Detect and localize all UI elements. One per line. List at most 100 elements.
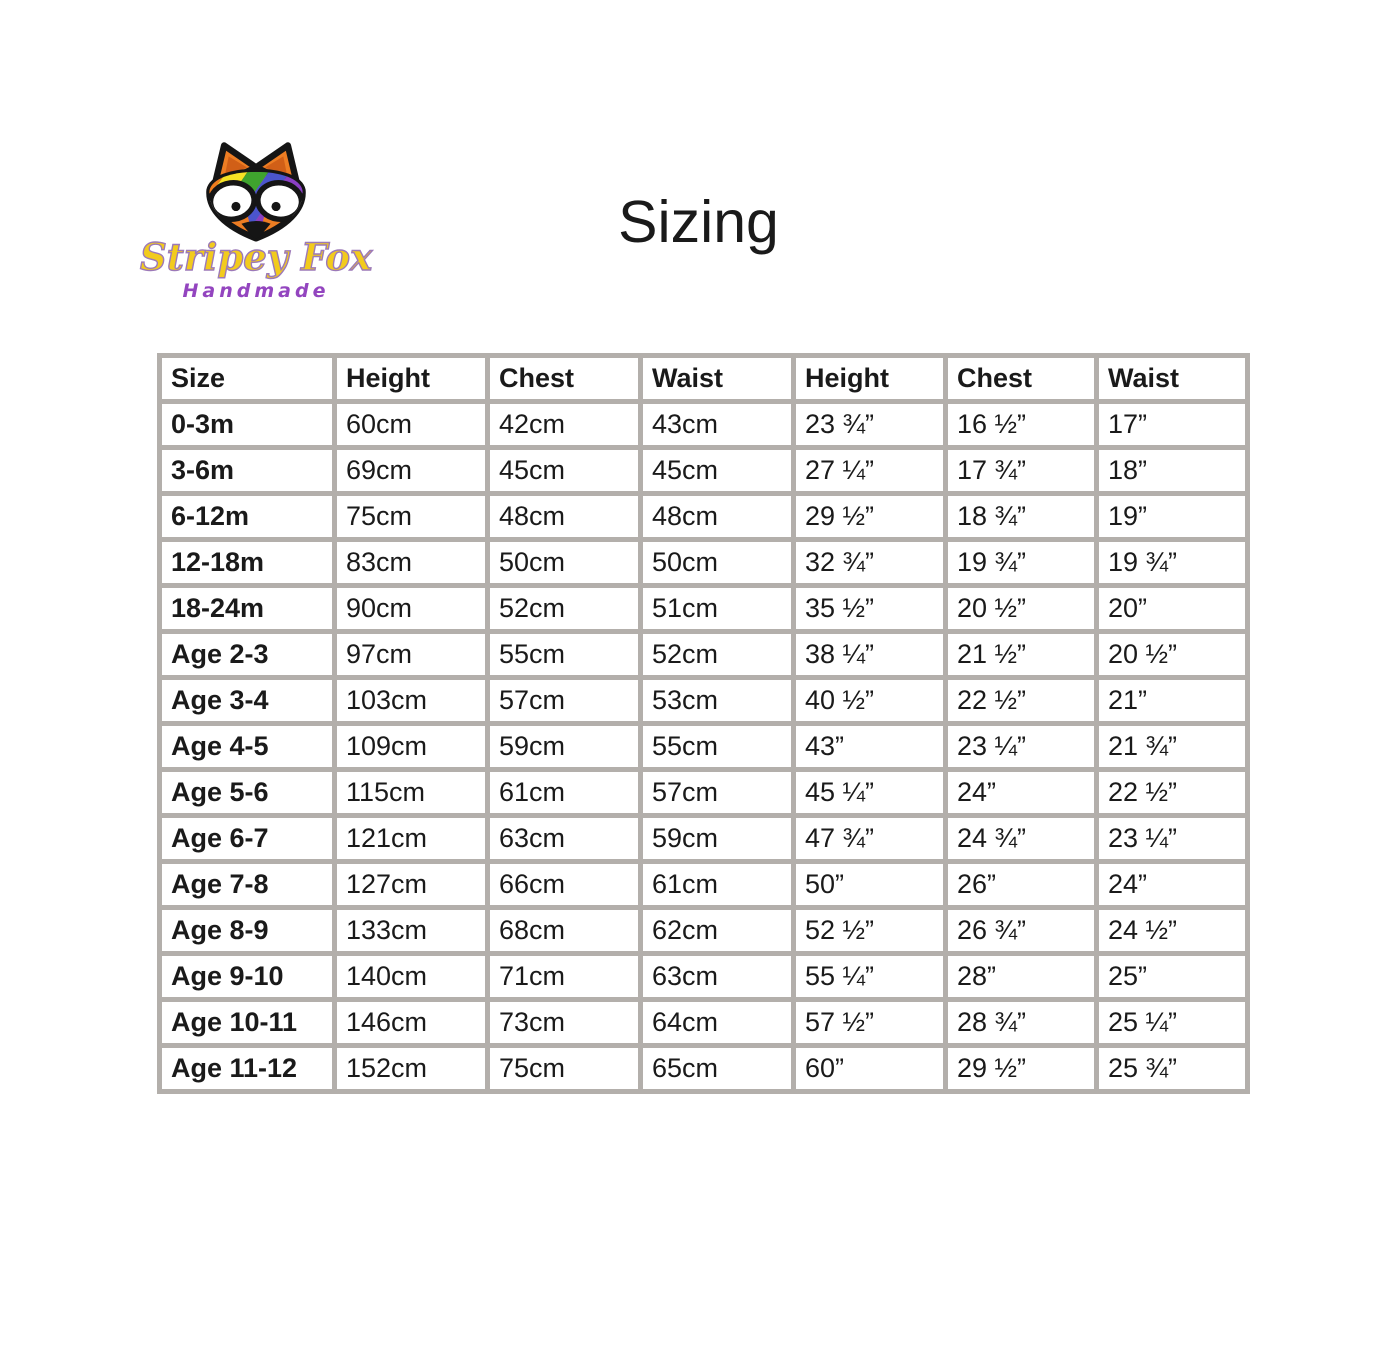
size-label-cell: Age 6-7 xyxy=(157,813,337,864)
measurement-cell: 69cm xyxy=(332,445,490,496)
size-label-cell: Age 5-6 xyxy=(157,767,337,818)
measurement-cell: 18 ¾” xyxy=(943,491,1099,542)
brand-tagline: Handmade xyxy=(182,279,330,302)
measurement-cell: 24” xyxy=(1094,859,1250,910)
measurement-cell: 24 ½” xyxy=(1094,905,1250,956)
measurement-cell: 59cm xyxy=(638,813,796,864)
measurement-cell: 140cm xyxy=(332,951,490,1002)
measurement-cell: 109cm xyxy=(332,721,490,772)
measurement-cell: 55cm xyxy=(638,721,796,772)
size-label-cell: Age 2-3 xyxy=(157,629,337,680)
measurement-cell: 52cm xyxy=(485,583,643,634)
brand-name: Stripey Fox xyxy=(139,235,373,279)
table-row: Age 2-3 97cm 55cm 52cm 38 ¼” 21 ½” 20 ½” xyxy=(157,629,1250,680)
measurement-cell: 63cm xyxy=(485,813,643,864)
fox-eyes xyxy=(231,201,281,212)
measurement-cell: 22 ½” xyxy=(1094,767,1250,818)
measurement-cell: 25” xyxy=(1094,951,1250,1002)
measurement-cell: 23 ¼” xyxy=(943,721,1099,772)
table-row: 18-24m 90cm 52cm 51cm 35 ½” 20 ½” 20” xyxy=(157,583,1250,634)
size-label-cell: Age 7-8 xyxy=(157,859,337,910)
measurement-cell: 45cm xyxy=(485,445,643,496)
brand-logo: Stripey Fox Handmade xyxy=(139,140,373,302)
size-label-cell: Age 3-4 xyxy=(157,675,337,726)
measurement-cell: 133cm xyxy=(332,905,490,956)
size-label-cell: Age 4-5 xyxy=(157,721,337,772)
size-label-cell: Age 9-10 xyxy=(157,951,337,1002)
measurement-cell: 28” xyxy=(943,951,1099,1002)
measurement-cell: 20” xyxy=(1094,583,1250,634)
table-row: Age 5-6 115cm 61cm 57cm 45 ¼” 24” 22 ½” xyxy=(157,767,1250,818)
table-row: Age 11-12 152cm 75cm 65cm 60” 29 ½” 25 ¾” xyxy=(157,1043,1250,1094)
measurement-cell: 51cm xyxy=(638,583,796,634)
measurement-cell: 65cm xyxy=(638,1043,796,1094)
measurement-cell: 55 ¼” xyxy=(791,951,948,1002)
measurement-cell: 42cm xyxy=(485,399,643,450)
table-row: Age 9-10 140cm 71cm 63cm 55 ¼” 28” 25” xyxy=(157,951,1250,1002)
measurement-cell: 21 ¾” xyxy=(1094,721,1250,772)
measurement-cell: 38 ¼” xyxy=(791,629,948,680)
measurement-cell: 115cm xyxy=(332,767,490,818)
table-row: Age 7-8 127cm 66cm 61cm 50” 26” 24” xyxy=(157,859,1250,910)
table-row: Age 6-7 121cm 63cm 59cm 47 ¾” 24 ¾” 23 ¼” xyxy=(157,813,1250,864)
measurement-cell: 127cm xyxy=(332,859,490,910)
measurement-cell: 61cm xyxy=(638,859,796,910)
measurement-cell: 121cm xyxy=(332,813,490,864)
measurement-cell: 57cm xyxy=(638,767,796,818)
column-header: Chest xyxy=(485,353,643,404)
measurement-cell: 62cm xyxy=(638,905,796,956)
measurement-cell: 17” xyxy=(1094,399,1250,450)
measurement-cell: 48cm xyxy=(485,491,643,542)
measurement-cell: 47 ¾” xyxy=(791,813,948,864)
measurement-cell: 26 ¾” xyxy=(943,905,1099,956)
measurement-cell: 23 ¾” xyxy=(791,399,948,450)
measurement-cell: 55cm xyxy=(485,629,643,680)
size-label-cell: 0-3m xyxy=(157,399,337,450)
column-header: Waist xyxy=(638,353,796,404)
measurement-cell: 18” xyxy=(1094,445,1250,496)
measurement-cell: 22 ½” xyxy=(943,675,1099,726)
measurement-cell: 20 ½” xyxy=(1094,629,1250,680)
column-header: Height xyxy=(791,353,948,404)
measurement-cell: 16 ½” xyxy=(943,399,1099,450)
measurement-cell: 83cm xyxy=(332,537,490,588)
measurement-cell: 60” xyxy=(791,1043,948,1094)
measurement-cell: 50cm xyxy=(638,537,796,588)
column-header: Height xyxy=(332,353,490,404)
measurement-cell: 24 ¾” xyxy=(943,813,1099,864)
column-header: Size xyxy=(157,353,337,404)
measurement-cell: 71cm xyxy=(485,951,643,1002)
measurement-cell: 59cm xyxy=(485,721,643,772)
column-header: Chest xyxy=(943,353,1099,404)
measurement-cell: 73cm xyxy=(485,997,643,1048)
table-row: Age 10-11 146cm 73cm 64cm 57 ½” 28 ¾” 25 ¼” xyxy=(157,997,1250,1048)
measurement-cell: 19” xyxy=(1094,491,1250,542)
measurement-cell: 64cm xyxy=(638,997,796,1048)
measurement-cell: 63cm xyxy=(638,951,796,1002)
measurement-cell: 25 ¼” xyxy=(1094,997,1250,1048)
measurement-cell: 19 ¾” xyxy=(943,537,1099,588)
measurement-cell: 23 ¼” xyxy=(1094,813,1250,864)
measurement-cell: 152cm xyxy=(332,1043,490,1094)
measurement-cell: 90cm xyxy=(332,583,490,634)
table-row: Age 4-5 109cm 59cm 55cm 43” 23 ¼” 21 ¾” xyxy=(157,721,1250,772)
measurement-cell: 97cm xyxy=(332,629,490,680)
fox-nose xyxy=(241,221,271,239)
measurement-cell: 45cm xyxy=(638,445,796,496)
size-label-cell: Age 10-11 xyxy=(157,997,337,1048)
table-row: Age 8-9 133cm 68cm 62cm 52 ½” 26 ¾” 24 ½” xyxy=(157,905,1250,956)
measurement-cell: 103cm xyxy=(332,675,490,726)
table-row: 0-3m 60cm 42cm 43cm 23 ¾” 16 ½” 17” xyxy=(157,399,1250,450)
measurement-cell: 45 ¼” xyxy=(791,767,948,818)
size-label-cell: Age 11-12 xyxy=(157,1043,337,1094)
column-header: Waist xyxy=(1094,353,1250,404)
measurement-cell: 146cm xyxy=(332,997,490,1048)
page-title: Sizing xyxy=(618,189,779,255)
measurement-cell: 29 ½” xyxy=(943,1043,1099,1094)
sizing-table: Size Height Chest Waist Height Chest Waist 0-3… xyxy=(157,353,1250,1094)
measurement-cell: 57 ½” xyxy=(791,997,948,1048)
measurement-cell: 27 ¼” xyxy=(791,445,948,496)
measurement-cell: 24” xyxy=(943,767,1099,818)
measurement-cell: 25 ¾” xyxy=(1094,1043,1250,1094)
